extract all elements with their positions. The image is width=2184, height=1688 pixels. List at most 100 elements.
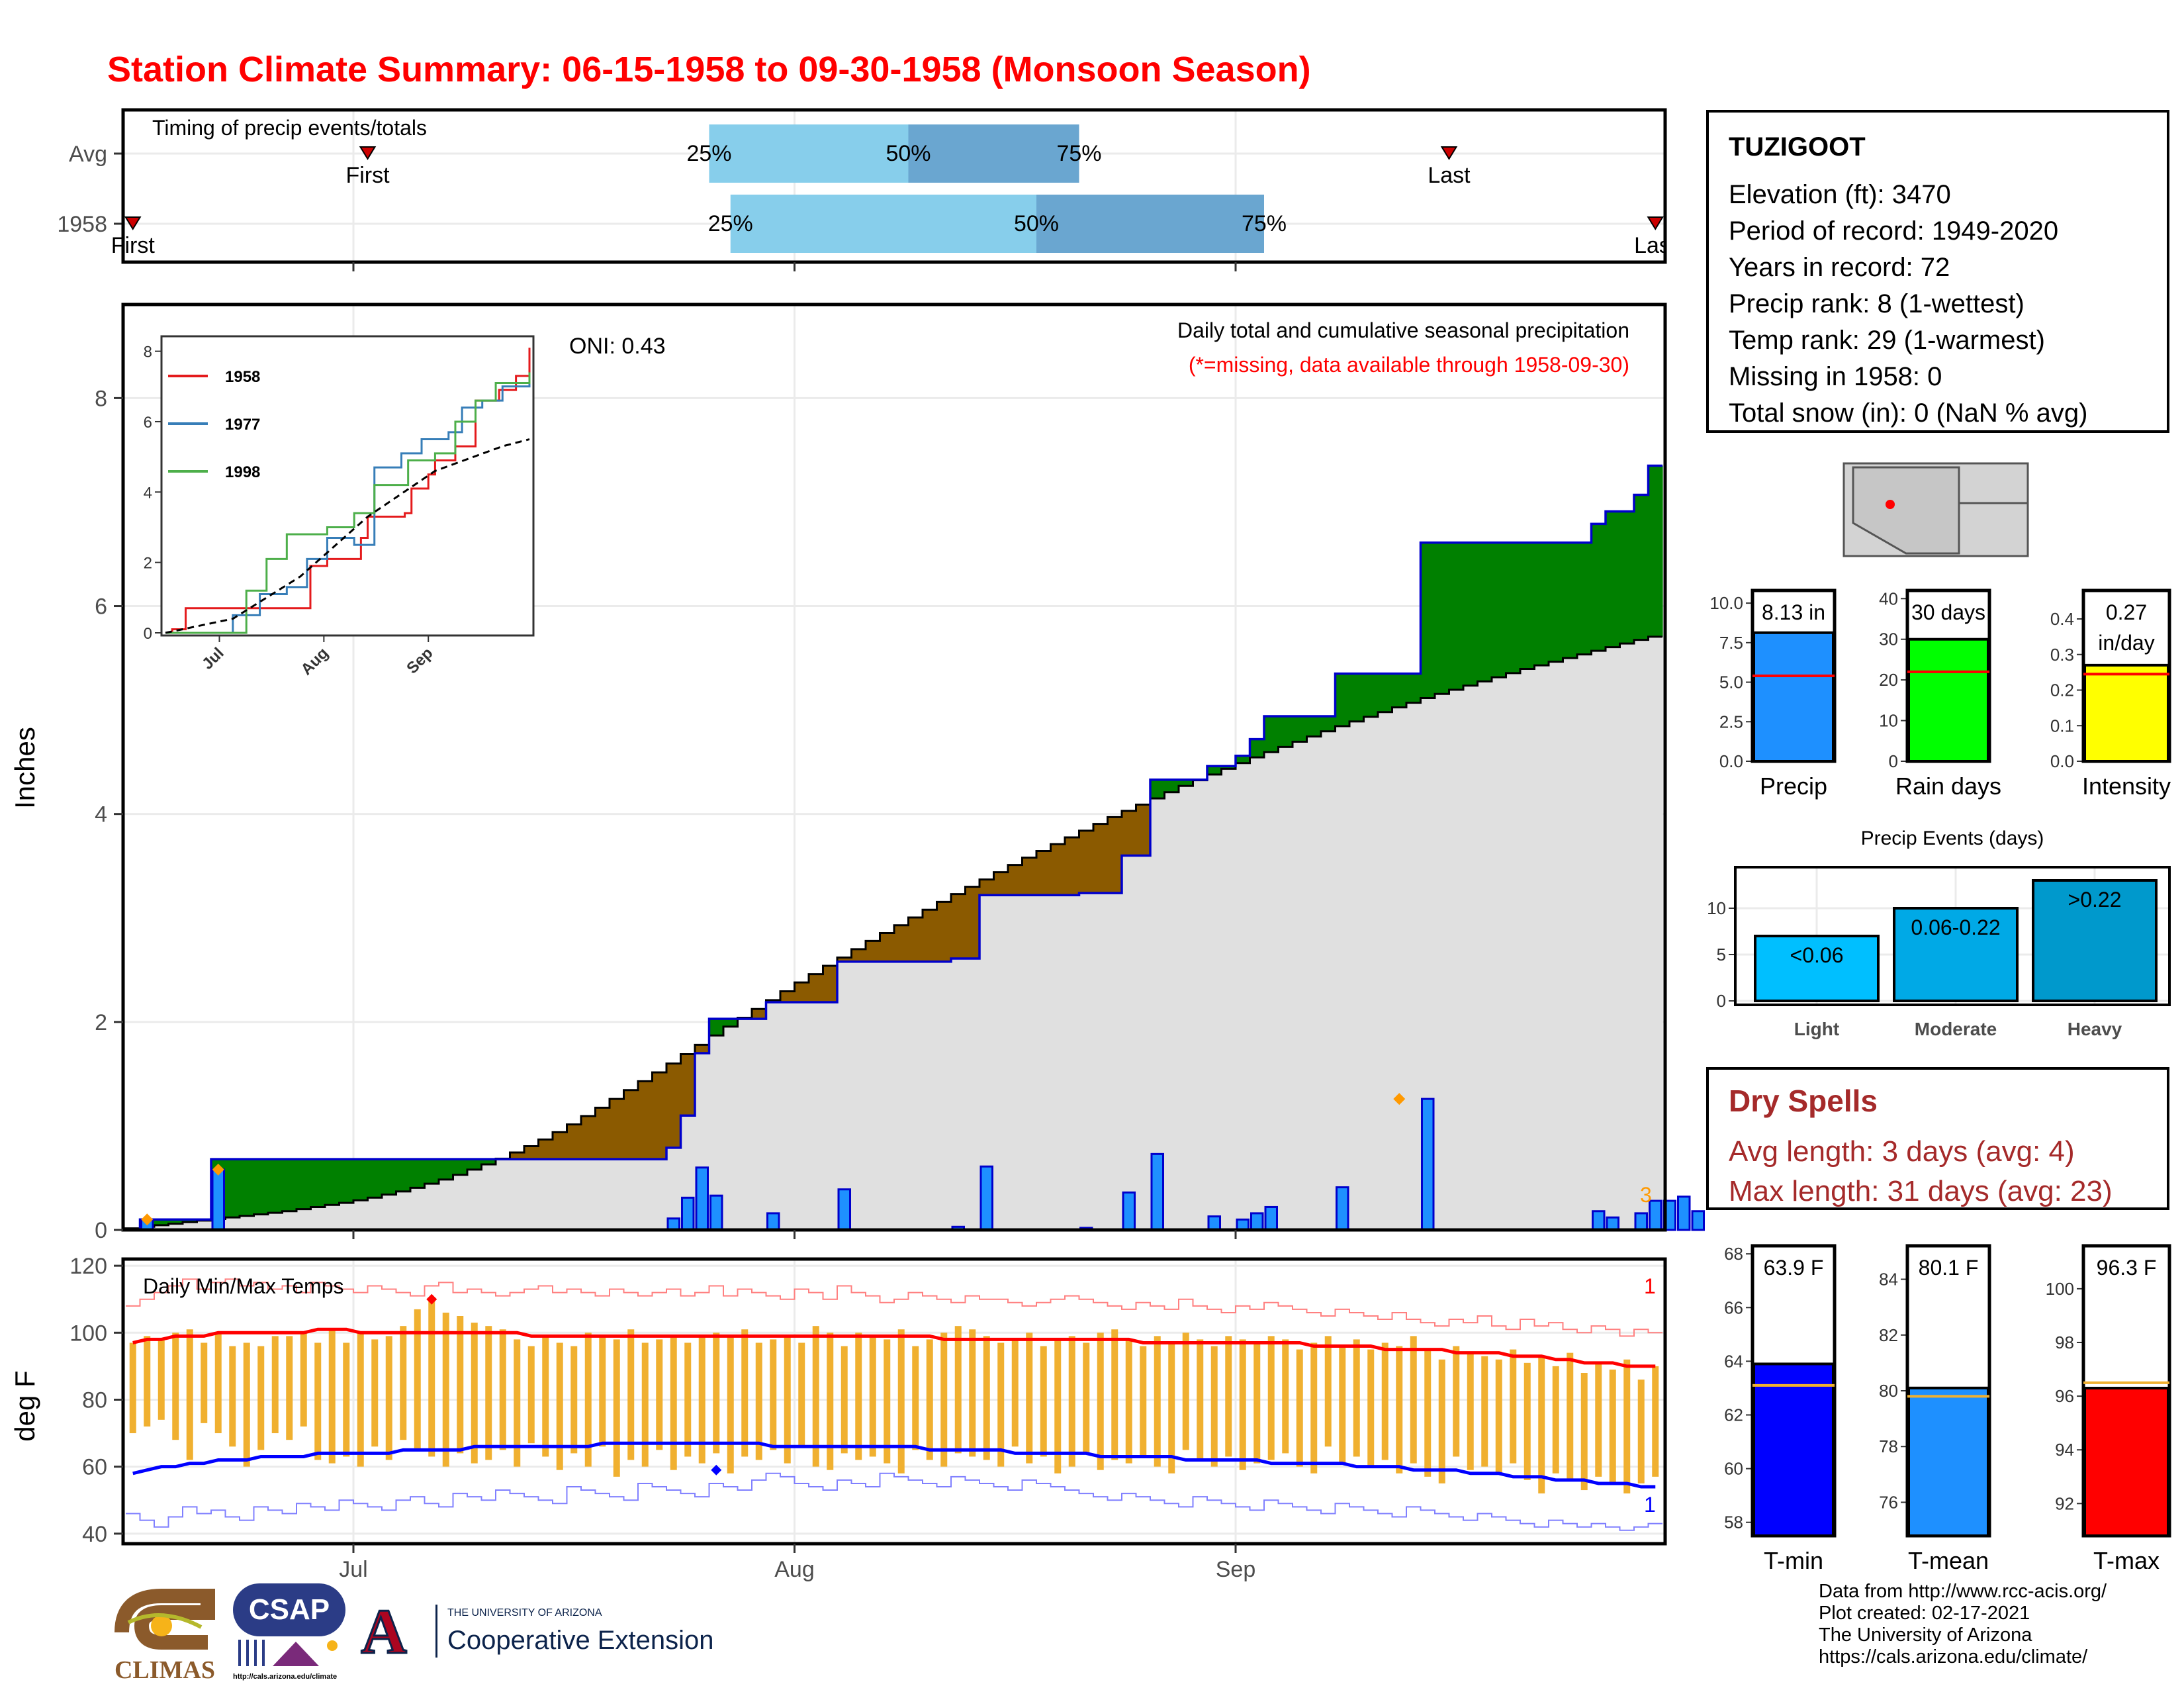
mini-chart-tmax_avg: 92 94 96 98 100 96.3 F T-max (2046, 1244, 2171, 1574)
daily-temp-bar (727, 1336, 734, 1474)
daily-temp-bar (613, 1339, 620, 1477)
inset-series-line-normal (165, 438, 530, 634)
daily-temp-bar (741, 1329, 749, 1457)
missing-count-label: 3 (1640, 1183, 1652, 1207)
daily-temp-bar (201, 1342, 208, 1423)
daily-temp-bar (385, 1336, 392, 1460)
precip-chart-header: Daily total and cumulative seasonal prec… (1177, 318, 1629, 342)
timing-bar-25-50 (730, 195, 1036, 253)
temp-y-axis-title: deg F (9, 1370, 40, 1441)
timing-event-marker (124, 216, 142, 230)
normal-area-step (1549, 661, 1564, 1230)
inset-y-tick-label: 8 (144, 344, 152, 361)
daily-precip-bar (1122, 1191, 1136, 1231)
normal-area-step (1634, 639, 1649, 1230)
normal-area-step (1093, 823, 1109, 1230)
normal-area-step (752, 1009, 767, 1230)
surplus-area-step (1363, 673, 1379, 717)
mini-y-tick-label: 0.3 (2050, 645, 2074, 665)
surplus-area-step (1164, 779, 1179, 792)
deficit-area-step (1008, 865, 1023, 896)
daily-temp-bar (428, 1299, 435, 1457)
mini-value-label: 63.9 F (1764, 1256, 1824, 1280)
normal-area-step (197, 1220, 212, 1230)
deficit-area-step (510, 1152, 525, 1160)
station-snow: Total snow (in): 0 (NaN % avg) (1729, 399, 2088, 428)
credit-university: The University of Arizona (1819, 1624, 2032, 1646)
credit-source: Data from http://www.rcc-acis.org/ (1819, 1581, 2107, 1602)
normal-area-step (382, 1194, 397, 1230)
mini-y-tick-label: 30 (1879, 630, 1898, 649)
credits: Data from http://www.rcc-acis.org/ Plot … (1819, 1581, 2107, 1668)
normal-area-step (496, 1158, 511, 1230)
precip-y-tick-label: 2 (95, 1010, 107, 1035)
deficit-area-step (524, 1146, 539, 1160)
daily-temp-bar (1040, 1346, 1047, 1457)
normal-area-step (1335, 726, 1350, 1230)
mini-y-tick-label: 94 (2055, 1440, 2074, 1460)
daily-temp-bar (1481, 1356, 1488, 1467)
normal-area-step (1050, 844, 1066, 1230)
normal-area-step (965, 886, 980, 1230)
normal-area-step (1164, 792, 1179, 1230)
daily-temp-bar (1168, 1342, 1175, 1474)
mini-y-tick-label: 62 (1724, 1405, 1743, 1425)
normal-area-step (1022, 857, 1037, 1230)
deficit-area-step (936, 902, 952, 962)
events-category-label: Light (1794, 1019, 1839, 1039)
extreme-precip-marker (1393, 1093, 1406, 1105)
surplus-area-step (1406, 673, 1422, 703)
mini-y-tick-label: 0.2 (2050, 680, 2074, 700)
daily-temp-bar (627, 1329, 635, 1460)
normal-area-step (424, 1184, 439, 1230)
normal-area-step (325, 1205, 340, 1230)
daily-temp-bar (1410, 1336, 1417, 1464)
surplus-area-step (1378, 673, 1393, 712)
daily-temp-bar (841, 1346, 848, 1454)
daily-temp-bar (1182, 1333, 1189, 1450)
mini-y-tick-label: 82 (1879, 1325, 1898, 1345)
daily-temp-bar (1495, 1359, 1502, 1474)
normal-area-step (1278, 747, 1293, 1230)
daily-temp-bar (1567, 1352, 1574, 1480)
timing-event-label: First (345, 163, 390, 188)
daily-precip-bar (1336, 1186, 1349, 1231)
normal-area-step (1563, 658, 1578, 1230)
daily-temp-bar (1239, 1339, 1246, 1470)
daily-temp-bar (542, 1336, 549, 1457)
daily-precip-bar (1606, 1216, 1619, 1231)
surplus-area-step (339, 1159, 354, 1203)
daily-temp-bar (1367, 1349, 1375, 1467)
normal-area-step (1648, 636, 1663, 1230)
mini-y-tick-label: 5.0 (1719, 673, 1743, 692)
surplus-area-step (325, 1159, 340, 1205)
inset-legend-label: 1998 (225, 463, 260, 481)
normal-area-step (1349, 721, 1365, 1230)
timing-pct-label: 25% (686, 141, 731, 166)
mini-y-tick-label: 58 (1724, 1513, 1743, 1532)
climas-logo: CLIMAS (109, 1586, 221, 1684)
surplus-area-step (353, 1159, 369, 1201)
credit-url: https://cals.arizona.edu/climate/ (1819, 1646, 2088, 1667)
inset-chart-frame (160, 335, 535, 637)
deficit-area-step (1065, 837, 1080, 896)
normal-area-step (809, 974, 824, 1230)
surplus-area-step (1463, 542, 1479, 686)
surplus-area-step (367, 1159, 383, 1198)
deficit-area-step (1050, 844, 1066, 896)
surplus-area-step (225, 1159, 240, 1218)
surplus-area-step (1236, 755, 1251, 763)
normal-area-step (1619, 643, 1635, 1230)
events-bar (2032, 879, 2158, 1002)
mini-y-tick-label: 40 (1879, 588, 1898, 608)
csap-mountain-icon (238, 1640, 338, 1666)
mini-value-bar (1752, 631, 1835, 763)
locator-map (1843, 462, 2029, 557)
surplus-area-step (1563, 542, 1578, 659)
normal-cumulative-line (124, 635, 1662, 1230)
surplus-area-step (467, 1159, 482, 1170)
daily-temp-bar (357, 1333, 364, 1467)
daily-temp-bar (670, 1336, 677, 1470)
deficit-area-step (794, 982, 809, 1002)
daily-temp-bar (286, 1336, 293, 1440)
